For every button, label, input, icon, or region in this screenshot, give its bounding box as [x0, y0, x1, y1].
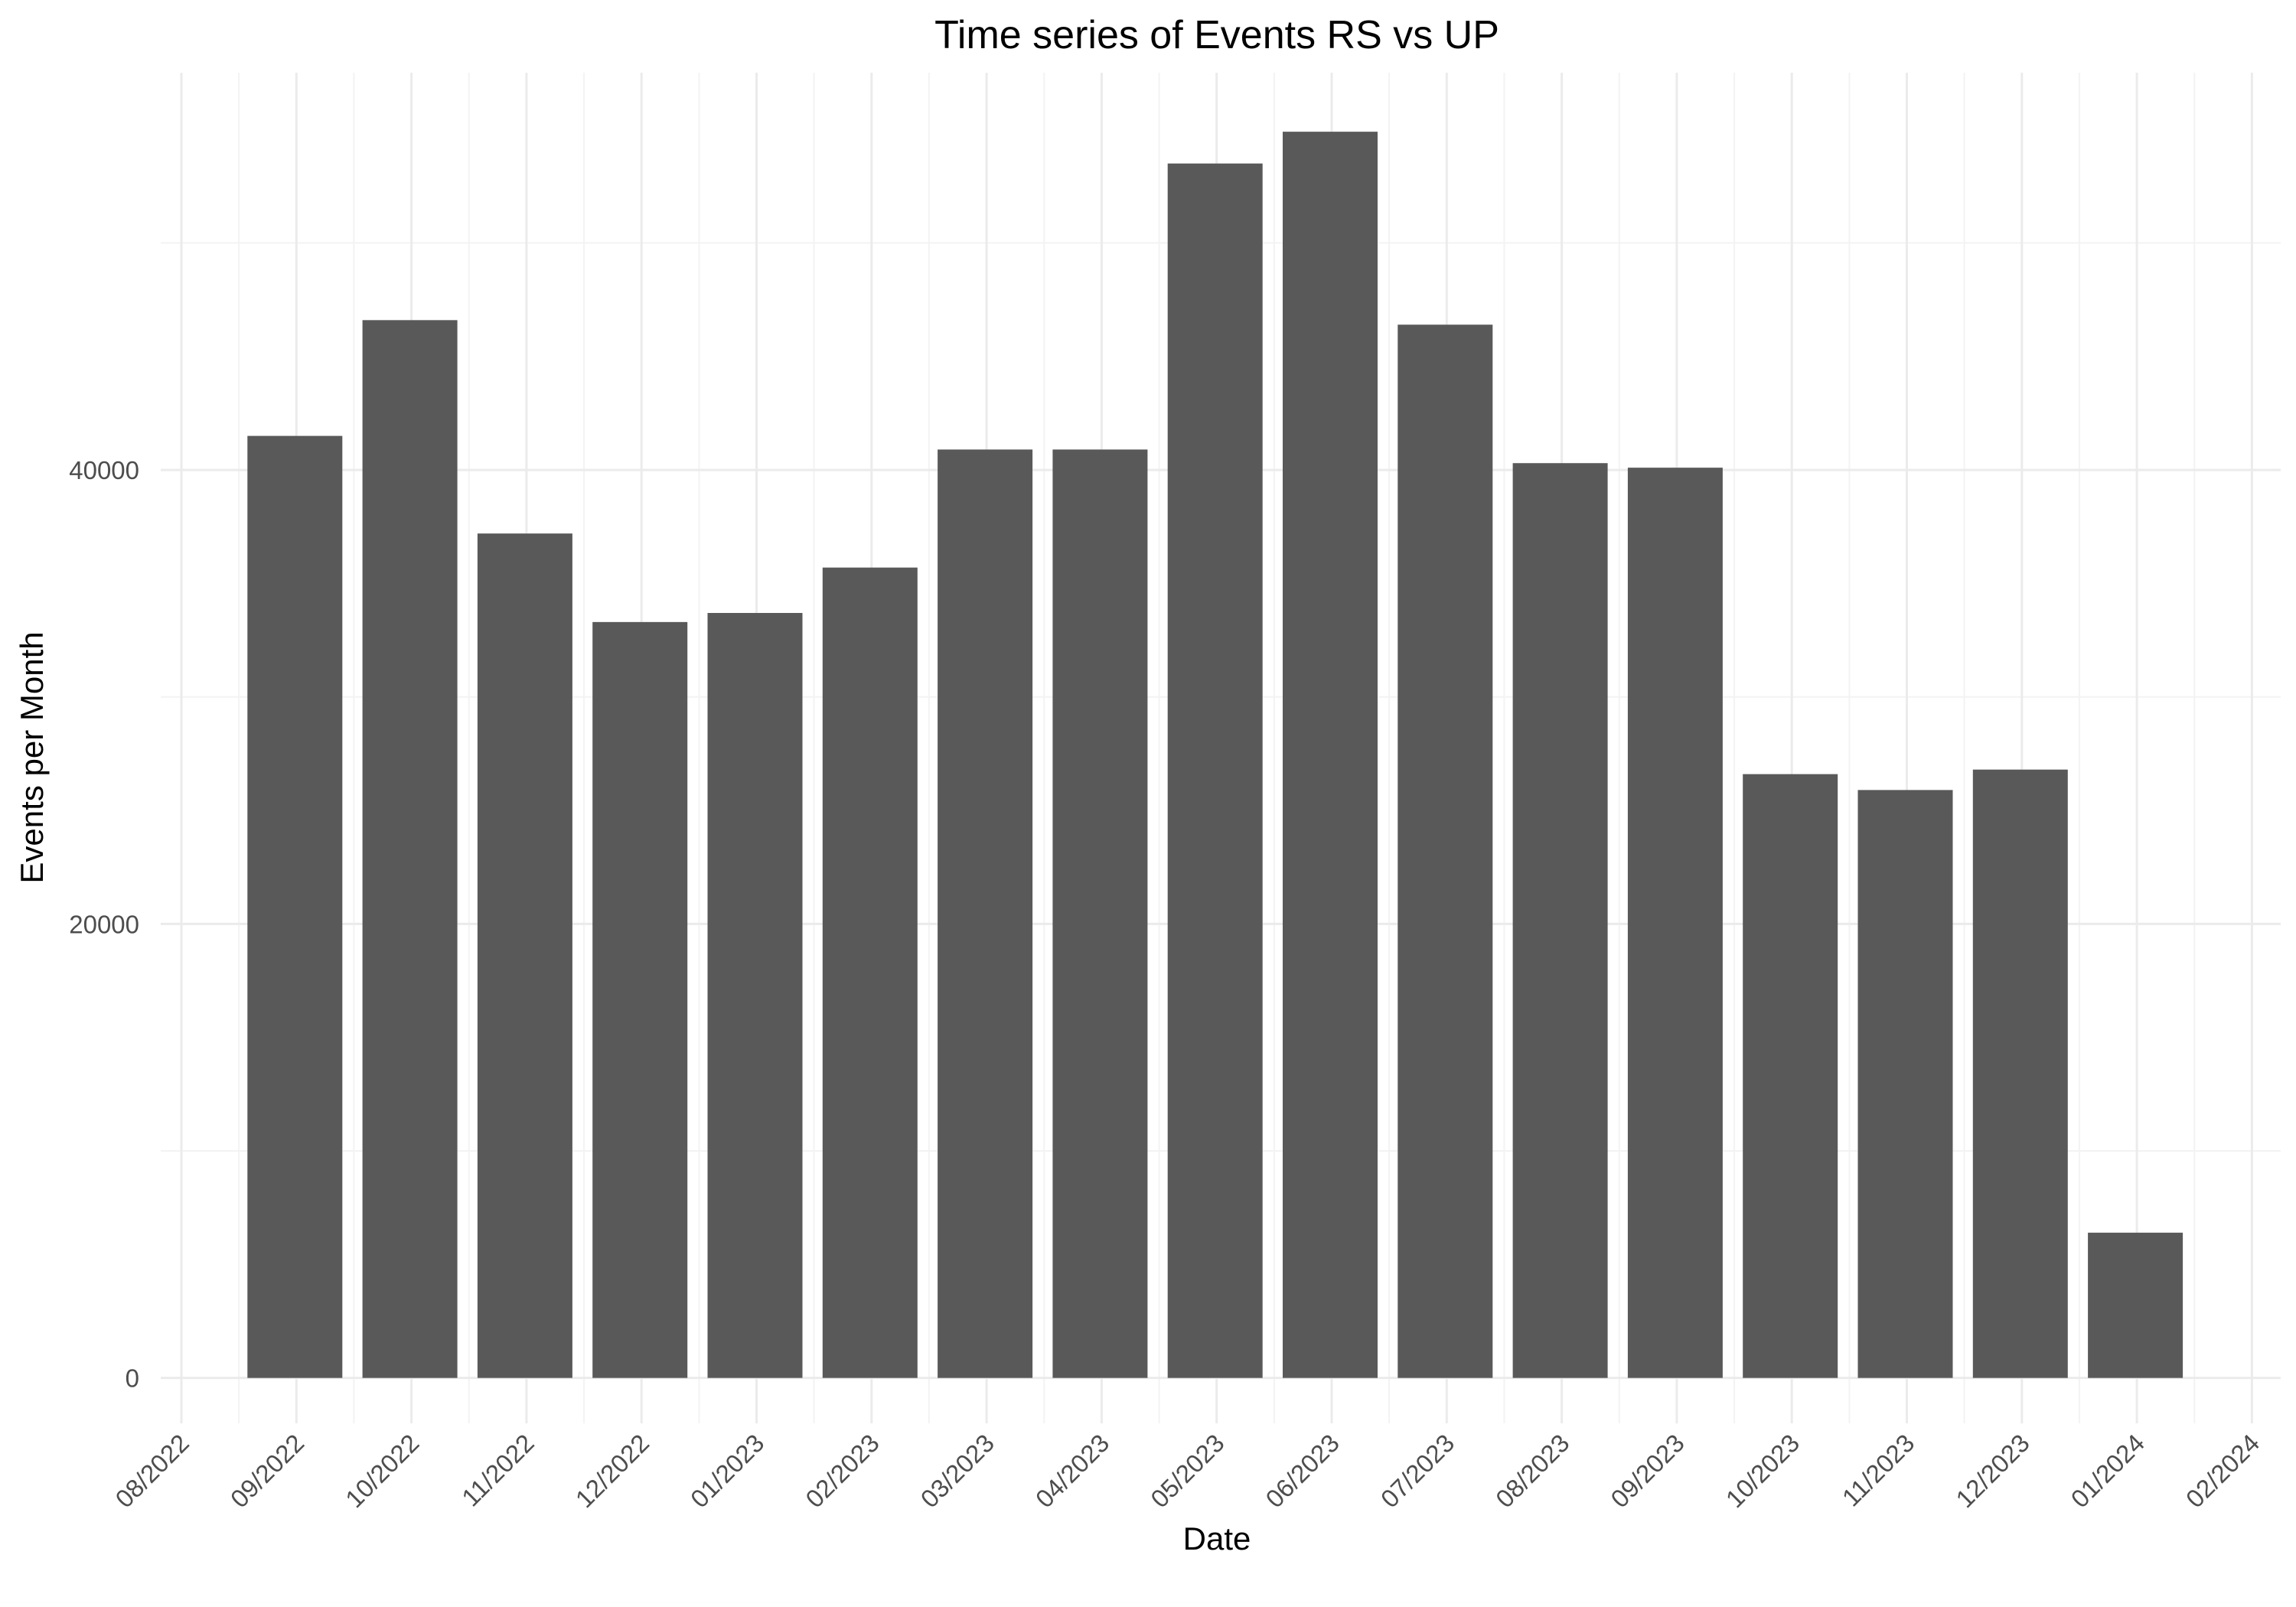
- x-axis-title: Date: [1183, 1521, 1251, 1556]
- x-tick-label: 11/2023: [1837, 1429, 1920, 1512]
- x-tick-label: 08/2023: [1490, 1429, 1575, 1514]
- x-tick-label: 10/2023: [1720, 1429, 1805, 1514]
- bar-12-2023: 12/2023: 26800: [1972, 769, 2068, 1378]
- x-tick-label: 02/2023: [800, 1429, 885, 1514]
- bar-07-2023: 07/2023: 46400: [1397, 324, 1493, 1378]
- bar-11-2023: 11/2023: 25900: [1857, 790, 1953, 1378]
- x-tick-label: 09/2023: [1605, 1429, 1690, 1514]
- chart-title: Time series of Events RS vs UP: [934, 13, 1499, 57]
- x-tick-label: 07/2023: [1375, 1429, 1460, 1514]
- x-tick-label: 01/2024: [2066, 1429, 2151, 1514]
- x-tick-label: 03/2023: [915, 1429, 1000, 1514]
- x-tick-label: 01/2023: [685, 1429, 770, 1514]
- y-tick-label: 20000: [69, 910, 139, 938]
- minor-gridlines: [161, 73, 2281, 1423]
- bar-09-2023: 09/2023: 40100: [1627, 468, 1723, 1378]
- x-tick-label: 02/2024: [2180, 1429, 2265, 1514]
- bar-04-2023: 04/2023: 40900: [1052, 449, 1148, 1378]
- x-tick-label: 12/2023: [1950, 1429, 2035, 1514]
- bar-06-2023: 06/2023: 54900: [1283, 132, 1378, 1378]
- x-tick-label: 06/2023: [1260, 1429, 1345, 1514]
- y-axis-title: Events per Month: [14, 631, 50, 883]
- x-tick-label: 12/2022: [570, 1429, 655, 1514]
- x-tick-label: 09/2022: [225, 1429, 310, 1514]
- bar-01-2024: 01/2024: 6400: [2088, 1232, 2183, 1378]
- y-tick-label: 40000: [69, 456, 139, 484]
- bar-11-2022: 11/2022: 37200: [477, 533, 572, 1378]
- x-tick-label: 11/2022: [456, 1429, 540, 1512]
- bar-08-2023: 08/2023: 40300: [1512, 463, 1608, 1378]
- bar-12-2022: 12/2022: 33300: [592, 621, 688, 1378]
- bar-05-2023: 05/2023: 53500: [1167, 163, 1263, 1378]
- x-tick-label: 04/2023: [1030, 1429, 1115, 1514]
- bar-03-2023: 03/2023: 40900: [938, 449, 1033, 1378]
- bar-02-2023: 02/2023: 35700: [822, 567, 918, 1378]
- x-tick-label: 05/2023: [1145, 1429, 1230, 1514]
- bar-10-2023: 10/2023: 26600: [1743, 774, 1838, 1378]
- y-tick-label: 0: [126, 1364, 139, 1393]
- x-tick-label: 08/2022: [109, 1429, 194, 1514]
- y-axis-tick-labels: 0 20000 40000: [69, 456, 139, 1393]
- bars: 09/2022: 4150010/2022: 4660011/2022: 372…: [247, 132, 2183, 1378]
- bar-10-2022: 10/2022: 46600: [362, 320, 458, 1378]
- bar-09-2022: 09/2022: 41500: [247, 435, 343, 1378]
- bar-01-2023: 01/2023: 33700: [707, 613, 803, 1378]
- x-axis-tick-labels: 08/2022 09/2022 10/2022 11/2022 12/2022 01/20…: [109, 1429, 2265, 1514]
- x-tick-label: 10/2022: [340, 1429, 425, 1514]
